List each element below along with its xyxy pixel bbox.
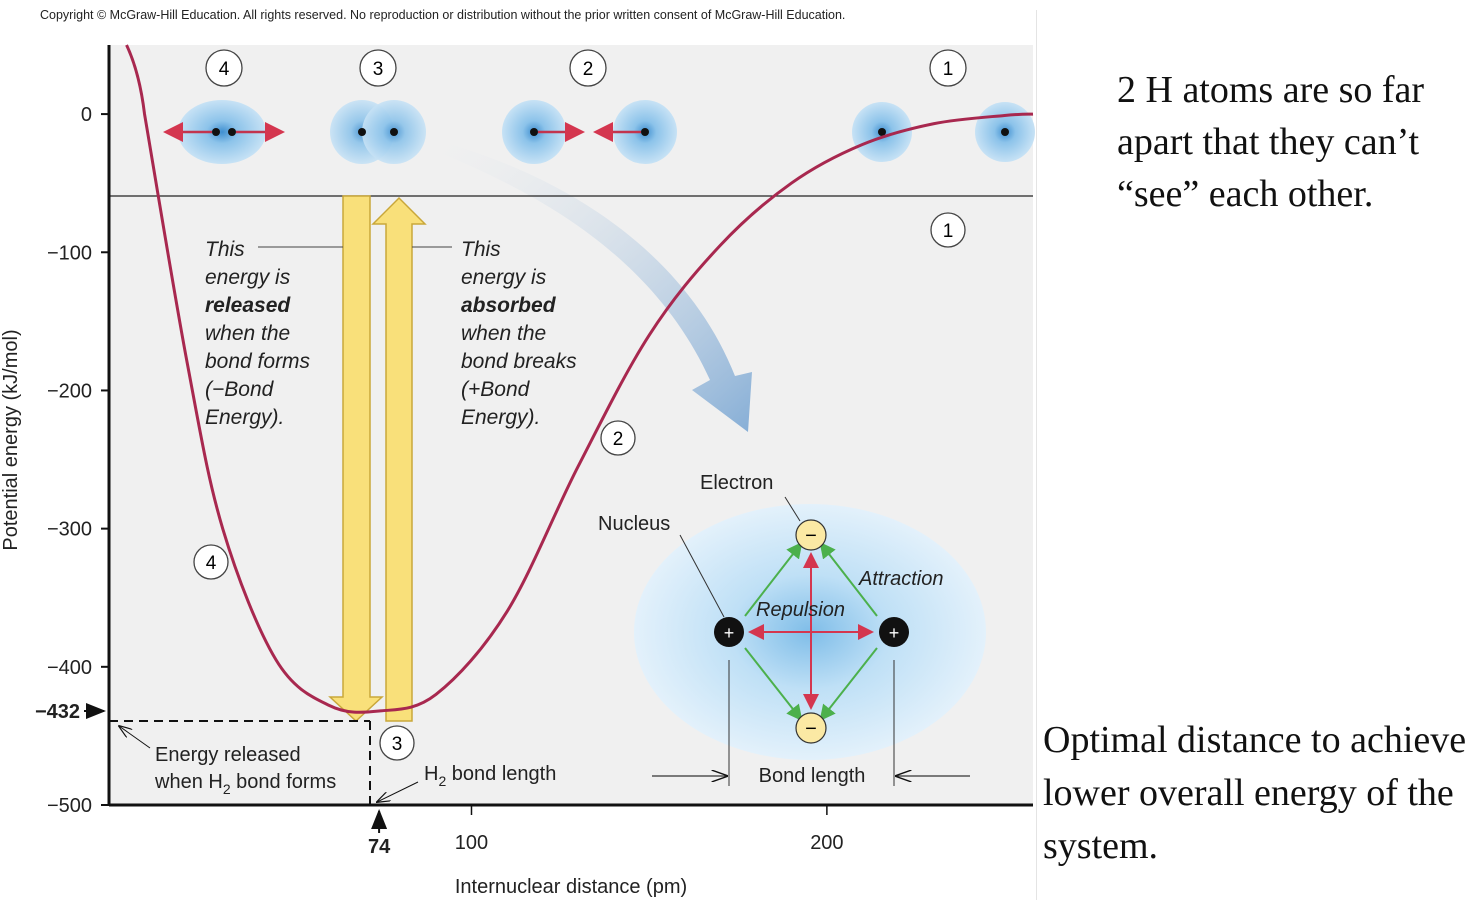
y-tick-label: −432 <box>35 701 80 723</box>
energy-released-label: Energy released when H2 bond forms <box>154 744 336 797</box>
x-tick-label: 100 <box>455 832 488 854</box>
copyright-text: Copyright © McGraw-Hill Education. All r… <box>40 8 846 22</box>
curve-marker-1: 1 <box>930 212 966 248</box>
bond-breaks-arrow <box>371 196 427 722</box>
h2-molecule-inset: − − + + Electron Nucleus Attraction Repu… <box>598 472 986 787</box>
svg-text:4: 4 <box>206 553 217 574</box>
nucleus-label: Nucleus <box>598 513 670 535</box>
electron-label: Electron <box>700 472 773 494</box>
x-ticks: 74 100 200 <box>368 805 844 858</box>
y-tick-label: −500 <box>47 795 92 817</box>
svg-text:3: 3 <box>373 59 384 80</box>
y-tick-label: 0 <box>81 104 92 126</box>
bond-length-label: H2 bond length <box>424 763 556 789</box>
note-optimal-distance: Optimal distance to achieve lower overal… <box>1043 719 1467 867</box>
electron-top <box>795 519 827 551</box>
y-tick-label: −300 <box>47 519 92 541</box>
atom-stage-1 <box>852 102 1035 162</box>
y-tick-label: −100 <box>47 242 92 264</box>
bond-length-pointer <box>377 781 419 802</box>
svg-text:+: + <box>724 623 735 643</box>
svg-text:2: 2 <box>613 429 624 450</box>
curve-marker-4: 4 <box>193 544 229 580</box>
energy-released-pointer <box>119 726 151 749</box>
absorbed-annotation: This energy is absorbed when the bond br… <box>461 238 582 429</box>
slide-divider <box>1036 10 1037 900</box>
svg-text:2: 2 <box>583 59 594 80</box>
x-axis-label: Internuclear distance (pm) <box>455 876 687 898</box>
note-far-apart: 2 H atoms are so far apart that they can… <box>1117 69 1425 215</box>
svg-text:1: 1 <box>943 59 954 80</box>
released-annotation: This energy is released when the bond fo… <box>205 238 316 429</box>
curve-marker-2: 2 <box>600 420 636 456</box>
y-axis-label: Potential energy (kJ/mol) <box>0 329 22 550</box>
x-tick-label: 74 <box>368 836 391 858</box>
nucleus-right <box>879 617 909 647</box>
svg-text:−: − <box>805 718 817 740</box>
bond-forms-arrow <box>328 195 384 723</box>
nucleus-left <box>714 617 744 647</box>
repulsion-label: Repulsion <box>756 599 845 621</box>
attraction-label: Attraction <box>858 568 943 590</box>
stage-marker-3: 3 <box>359 49 397 87</box>
svg-text:+: + <box>889 623 900 643</box>
curve-marker-3: 3 <box>379 725 415 761</box>
potential-energy-curve <box>125 44 1034 714</box>
inset-bond-length-label: Bond length <box>759 765 866 787</box>
atom-stage-2 <box>502 100 677 164</box>
svg-text:1: 1 <box>943 221 954 242</box>
zoom-arrow <box>432 140 752 432</box>
potential-curve-layer <box>125 44 1034 714</box>
svg-text:−: − <box>805 525 817 547</box>
stage-marker-1: 1 <box>929 49 967 87</box>
svg-text:3: 3 <box>392 734 403 755</box>
atom-stage-3 <box>330 100 426 164</box>
x-tick-label: 200 <box>810 832 843 854</box>
svg-text:4: 4 <box>219 59 230 80</box>
stage-marker-2: 2 <box>569 49 607 87</box>
electron-bottom <box>795 712 827 744</box>
y-tick-label: −200 <box>47 380 92 402</box>
y-tick-label: −400 <box>47 657 92 679</box>
stage-marker-4: 4 <box>205 49 243 87</box>
atom-stage-4 <box>163 100 285 164</box>
y-ticks: 0 −100 −200 −300 −400 −432 −500 <box>35 104 109 817</box>
